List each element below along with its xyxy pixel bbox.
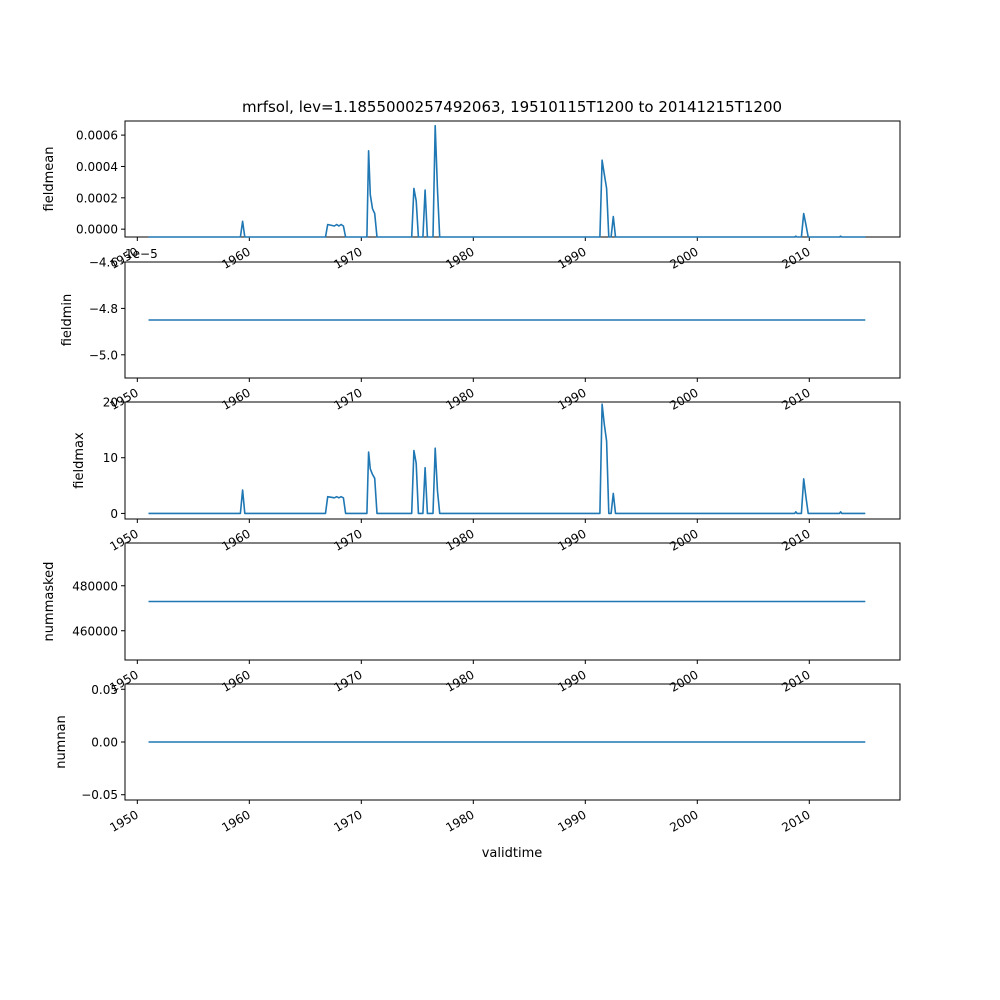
y-tick-label: 0.0000: [76, 223, 118, 237]
y-axis-label: fieldmin: [60, 294, 75, 347]
x-tick-label: 1980: [443, 244, 476, 271]
x-tick-label: 1960: [219, 244, 252, 271]
y-tick-label: 0.05: [91, 683, 118, 697]
y-tick-label: 0.0004: [76, 160, 118, 174]
y-tick-label: 480000: [72, 579, 118, 593]
x-tick-label: 2000: [667, 807, 700, 834]
x-tick-label: 1970: [331, 526, 364, 553]
y-tick-label: −4.8: [89, 302, 118, 316]
x-tick-label: 1990: [555, 667, 588, 694]
x-tick-label: 1970: [331, 667, 364, 694]
x-tick-label: 1950: [107, 807, 140, 834]
x-tick-label: 2000: [667, 526, 700, 553]
y-offset-label: 1e−5: [125, 247, 158, 261]
x-tick-label: 1960: [219, 807, 252, 834]
y-axis-label: numnan: [54, 715, 69, 769]
x-tick-label: 1990: [555, 244, 588, 271]
axes-frame: [125, 121, 900, 237]
x-axis-label: validtime: [482, 846, 543, 861]
y-tick-label: 0.0006: [76, 129, 118, 143]
x-tick-label: 1990: [555, 807, 588, 834]
x-tick-label: 2000: [667, 385, 700, 412]
y-tick-label: −0.05: [81, 788, 118, 802]
panel-numnan: 1950 1960 1970 1980 1990 2000 2010 −0.05 0.00 0.0…: [54, 683, 900, 835]
y-tick-label: 0.0002: [76, 191, 118, 205]
panels: 1950 1960 1970 1980 1990 2000 20100.00000.0002…: [42, 121, 900, 835]
y-tick-label: −4.6: [89, 256, 118, 270]
x-tick-label: 2010: [779, 807, 812, 834]
x-tick-label: 2000: [667, 667, 700, 694]
x-tick-label: 2010: [779, 385, 812, 412]
panel-nummasked: 1950 1960 1970 1980 1990 2000 2010460000480000…: [42, 543, 900, 695]
x-tick-label: 1970: [331, 807, 364, 834]
x-tick-label: 1980: [443, 526, 476, 553]
x-tick-label: 2000: [667, 244, 700, 271]
x-tick-label: 1970: [331, 385, 364, 412]
y-axis-label: fieldmean: [42, 147, 57, 212]
y-axis-label: fieldmax: [72, 432, 87, 489]
x-tick-label: 1960: [219, 526, 252, 553]
x-tick-label: 1980: [443, 385, 476, 412]
x-tick-label: 2010: [779, 667, 812, 694]
y-tick-label: 0.00: [91, 736, 118, 750]
x-tick-label: 1960: [219, 667, 252, 694]
series-line-fieldmax: [149, 404, 866, 513]
y-tick-label: 10: [103, 451, 118, 465]
x-tick-label: 2010: [779, 526, 812, 553]
y-tick-label: −5.0: [89, 348, 118, 362]
x-tick-label: 1950: [107, 526, 140, 553]
y-tick-label: 0: [110, 507, 118, 521]
x-tick-label: 1970: [331, 244, 364, 271]
panel-fieldmean: 1950 1960 1970 1980 1990 2000 20100.00000.0002…: [42, 121, 900, 272]
y-tick-label: 20: [103, 396, 118, 410]
x-tick-label: 1960: [219, 385, 252, 412]
chart-title: mrfsol, lev=1.1855000257492063, 19510115…: [242, 98, 782, 116]
x-tick-label: 1990: [555, 385, 588, 412]
panel-fieldmin: 1950 1960 1970 1980 1990 2000 2010−5.0−4.8−4.6…: [60, 247, 900, 413]
x-tick-label: 1990: [555, 526, 588, 553]
x-tick-label: 1980: [443, 807, 476, 834]
y-tick-label: 460000: [72, 624, 118, 638]
x-tick-label: 2010: [779, 244, 812, 271]
series-line-fieldmean: [149, 126, 866, 237]
panel-fieldmax: 1950 1960 1970 1980 1990 2000 2010 0 10 20 fieldma…: [72, 396, 900, 554]
x-tick-label: 1980: [443, 667, 476, 694]
y-axis-label: nummasked: [42, 562, 57, 642]
